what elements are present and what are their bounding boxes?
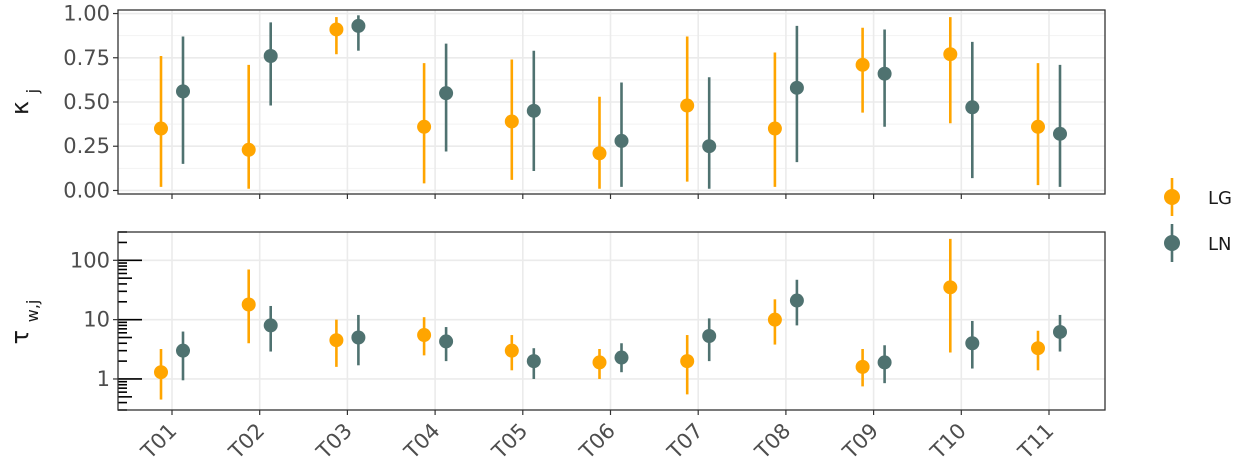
kappa-lg-point bbox=[504, 114, 519, 129]
tau-axis-title: τ w,j bbox=[6, 300, 42, 345]
kappa-axis-symbol-subscript: j bbox=[23, 89, 42, 94]
x-tick-label: T01 bbox=[136, 419, 182, 465]
x-tick-label: T04 bbox=[399, 419, 445, 465]
kappa-lg-point bbox=[1031, 119, 1045, 134]
kappa-axis-title: κ j bbox=[6, 89, 42, 115]
kappa-y-tick-label: 0.50 bbox=[63, 90, 110, 114]
x-tick-label: T02 bbox=[224, 419, 270, 465]
kappa-lg-point bbox=[680, 98, 695, 113]
x-tick-label: T06 bbox=[574, 419, 620, 465]
legend-key-point bbox=[1164, 235, 1180, 251]
kappa-ln-point bbox=[439, 86, 454, 101]
tau-ln-point bbox=[877, 355, 892, 370]
kappa-panel: κ j 0.00 0.25 0.50 0.75 1.00 bbox=[6, 2, 1106, 202]
tau-ln-point bbox=[1053, 324, 1067, 339]
kappa-y-tick-label: 0.25 bbox=[63, 134, 110, 158]
tau-ln-point bbox=[263, 318, 278, 333]
kappa-ln-point bbox=[176, 84, 190, 99]
kappa-ln-point bbox=[965, 100, 980, 115]
kappa-lg-point bbox=[241, 142, 256, 157]
kappa-ln-point bbox=[351, 18, 366, 33]
tau-lg-point bbox=[767, 312, 782, 327]
kappa-lg-point bbox=[417, 119, 432, 134]
kappa-lg-point bbox=[767, 121, 782, 136]
legend-key-point bbox=[1164, 189, 1180, 205]
kappa-ln-point bbox=[526, 103, 541, 118]
x-tick-label: T10 bbox=[925, 419, 971, 465]
kappa-ln-point bbox=[1053, 126, 1067, 141]
tau-ln-point bbox=[702, 329, 717, 344]
tau-panel: τ w,j 1 10 100 bbox=[6, 231, 1106, 415]
tau-axis-symbol-subscript: w,j bbox=[23, 300, 42, 323]
kappa-lg-point bbox=[592, 146, 607, 161]
tau-lg-point bbox=[1031, 341, 1045, 356]
kappa-ln-point bbox=[702, 139, 717, 154]
tau-ln-point bbox=[789, 293, 804, 308]
tau-lg-point bbox=[504, 343, 519, 358]
x-tick-label: T11 bbox=[1013, 419, 1059, 465]
kappa-lg-point bbox=[154, 121, 168, 136]
x-tick-label: T08 bbox=[750, 419, 796, 465]
tau-lg-point bbox=[855, 359, 870, 374]
legend: LG LN bbox=[1164, 178, 1232, 262]
tau-y-tick-label: 1 bbox=[97, 367, 110, 391]
x-tick-label: T09 bbox=[837, 419, 883, 465]
tau-panel-border bbox=[117, 231, 1106, 411]
tau-lg-point bbox=[680, 354, 695, 369]
kappa-ln-point bbox=[877, 66, 892, 81]
kappa-lg-point bbox=[329, 22, 344, 37]
kappa-lg-point bbox=[943, 47, 958, 62]
legend-label-ln: LN bbox=[1208, 234, 1232, 255]
tau-lg-point bbox=[592, 355, 607, 370]
tau-y-tick-label: 10 bbox=[83, 308, 110, 332]
tau-ln-point bbox=[965, 336, 980, 351]
tau-ln-point bbox=[351, 330, 366, 345]
tau-lg-point bbox=[154, 365, 168, 380]
kappa-lg-point bbox=[855, 57, 870, 72]
tau-ln-point bbox=[439, 334, 454, 349]
tau-ln-point bbox=[176, 343, 190, 358]
tau-axis-symbol: τ bbox=[6, 330, 34, 344]
tau-y-tick-label: 100 bbox=[70, 248, 110, 272]
kappa-ln-point bbox=[614, 133, 629, 148]
kappa-ln-point bbox=[789, 80, 804, 95]
x-tick-label: T03 bbox=[311, 419, 357, 465]
tau-plot-background bbox=[118, 232, 1105, 410]
legend-label-lg: LG bbox=[1208, 188, 1232, 209]
x-tick-label: T05 bbox=[487, 419, 533, 465]
tau-lg-point bbox=[241, 297, 256, 312]
kappa-y-tick-label: 0.75 bbox=[63, 46, 110, 70]
tau-lg-point bbox=[329, 333, 344, 348]
kappa-panel-border bbox=[117, 9, 1106, 195]
kappa-y-tick-label: 0.00 bbox=[63, 178, 110, 202]
tau-ln-point bbox=[526, 354, 541, 369]
kappa-y-tick-label: 1.00 bbox=[63, 2, 110, 26]
x-tick-label: T07 bbox=[662, 419, 708, 465]
kappa-axis-symbol: κ bbox=[6, 101, 34, 115]
tau-ln-point bbox=[614, 350, 629, 365]
tau-lg-point bbox=[943, 280, 958, 295]
kappa-ln-point bbox=[263, 49, 278, 63]
tau-lg-point bbox=[417, 328, 432, 343]
